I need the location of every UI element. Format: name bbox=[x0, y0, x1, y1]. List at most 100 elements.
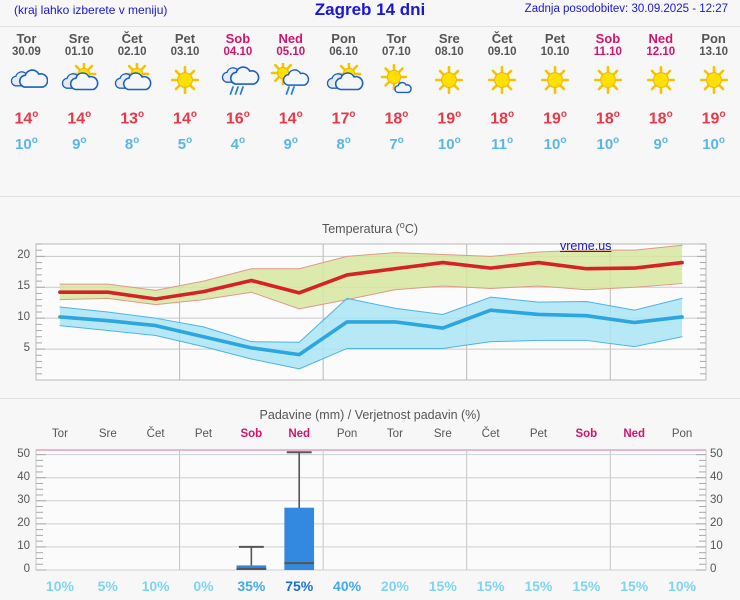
sunny-icon bbox=[639, 63, 683, 99]
precip-day-label-0: Tor bbox=[51, 428, 68, 440]
day-max-temp: 19o bbox=[437, 109, 462, 128]
day-max-temp: 18o bbox=[384, 109, 409, 128]
precip-probability-7: 20% bbox=[380, 578, 409, 594]
sun-smallcloud-icon bbox=[374, 63, 418, 99]
day-date: 05.10 bbox=[276, 46, 306, 58]
day-date: 12.10 bbox=[646, 46, 676, 58]
day-column-5[interactable]: Ned 05.10 14o 9o bbox=[264, 28, 317, 166]
day-max-temp: 13o bbox=[120, 109, 145, 128]
precip-day-label-13: Pon bbox=[671, 428, 693, 440]
day-name: Tor bbox=[386, 31, 407, 46]
precip-day-label-5: Ned bbox=[288, 428, 311, 440]
precip-day-label-4: Sob bbox=[240, 428, 263, 440]
day-column-9[interactable]: Čet 09.10 18o 11o bbox=[476, 28, 529, 166]
day-column-13[interactable]: Pon 13.10 19o 10o bbox=[687, 28, 740, 166]
day-date: 07.10 bbox=[382, 46, 411, 58]
day-column-8[interactable]: Sre 08.10 19o 10o bbox=[423, 28, 476, 166]
chart-divider bbox=[0, 398, 740, 399]
day-min-temp: 10o bbox=[437, 135, 461, 154]
day-column-3[interactable]: Pet 03.10 14o 5o bbox=[159, 28, 212, 166]
day-date: 08.10 bbox=[434, 46, 464, 58]
day-min-temp: 7o bbox=[389, 135, 404, 154]
precipitation-chart-title: Padavine (mm) / Verjetnost padavin (%) bbox=[259, 408, 481, 422]
precip-probability-9: 15% bbox=[476, 578, 505, 594]
precip-probability-5: 75% bbox=[285, 578, 314, 594]
day-max-temp: 18o bbox=[490, 109, 515, 128]
day-date: 04.10 bbox=[223, 46, 253, 58]
precip-axis-label-left: 10 bbox=[17, 539, 30, 552]
day-max-temp: 14o bbox=[67, 109, 92, 128]
day-column-4[interactable]: Sob 04.10 16o 4o bbox=[211, 28, 264, 166]
day-column-11[interactable]: Sob 11.10 18o 10o bbox=[581, 28, 634, 166]
day-date: 01.10 bbox=[64, 46, 94, 58]
day-column-1[interactable]: Sre 01.10 14o 9o bbox=[53, 28, 106, 166]
precip-day-label-12: Ned bbox=[623, 428, 646, 440]
day-name: Sre bbox=[68, 31, 90, 46]
day-min-temp: 10o bbox=[702, 135, 725, 154]
precip-probability-4: 35% bbox=[237, 578, 266, 594]
day-column-6[interactable]: Pon 06.10 17o 8o bbox=[317, 28, 370, 166]
day-min-temp: 9o bbox=[283, 135, 298, 154]
day-column-12[interactable]: Ned 12.10 18o 9o bbox=[634, 28, 687, 166]
sunny-icon bbox=[427, 63, 471, 99]
precip-day-label-9: Čet bbox=[481, 428, 500, 440]
day-date: 09.10 bbox=[487, 46, 517, 58]
precip-day-label-1: Sre bbox=[98, 428, 117, 440]
precip-axis-label-right: 40 bbox=[710, 470, 723, 483]
temp-axis-label: 20 bbox=[17, 249, 30, 262]
rain-icon bbox=[216, 63, 260, 99]
day-min-temp: 10o bbox=[596, 135, 620, 154]
day-column-7[interactable]: Tor 07.10 18o 7o bbox=[370, 28, 423, 166]
day-min-temp: 8o bbox=[124, 135, 140, 154]
day-date: 11.10 bbox=[593, 46, 622, 58]
sun-cloud-icon bbox=[322, 63, 366, 99]
day-column-0[interactable]: Tor 30.09 14o 10o bbox=[0, 28, 53, 166]
precip-axis-label-right: 50 bbox=[710, 447, 723, 460]
sun-rain-icon bbox=[269, 63, 313, 99]
page-header: (kraj lahko izberete v meniju) Zagreb 14… bbox=[0, 0, 740, 26]
precip-probability-12: 15% bbox=[620, 578, 649, 594]
precip-day-label-8: Sre bbox=[433, 428, 452, 440]
precip-axis-label-left: 30 bbox=[17, 493, 30, 506]
sunny-icon bbox=[480, 63, 524, 99]
sunny-icon bbox=[163, 63, 207, 99]
precip-probability-10: 15% bbox=[524, 578, 553, 594]
day-max-temp: 19o bbox=[701, 109, 726, 128]
cloudy-icon bbox=[4, 63, 49, 99]
day-max-temp: 14o bbox=[278, 109, 303, 128]
watermark-label: vreme.us bbox=[560, 239, 612, 253]
day-name: Tor bbox=[16, 31, 37, 46]
day-min-temp: 4o bbox=[230, 135, 246, 154]
precip-axis-label-right: 10 bbox=[710, 539, 723, 552]
sun-cloud-icon bbox=[57, 63, 101, 99]
day-min-temp: 5o bbox=[177, 135, 193, 154]
day-date: 02.10 bbox=[117, 46, 147, 58]
day-min-temp: 11o bbox=[491, 135, 514, 154]
precip-axis-label-right: 20 bbox=[710, 516, 723, 529]
precip-day-label-2: Čet bbox=[146, 428, 165, 440]
day-name: Čet bbox=[491, 31, 513, 46]
temp-axis-label: 10 bbox=[17, 311, 30, 324]
precip-axis-label-left: 20 bbox=[17, 516, 30, 529]
day-column-2[interactable]: Čet 02.10 13o 8o bbox=[106, 28, 159, 166]
precip-axis-label-right: 0 bbox=[710, 563, 717, 575]
strip-divider bbox=[0, 196, 740, 197]
precip-probability-6: 40% bbox=[333, 578, 362, 594]
precipitation-chart bbox=[35, 449, 707, 571]
precip-probability-8: 15% bbox=[428, 578, 457, 594]
day-name: Sre bbox=[438, 31, 460, 46]
day-name: Pet bbox=[174, 31, 196, 46]
day-column-10[interactable]: Pet 10.10 19o 10o bbox=[529, 28, 582, 166]
day-max-temp: 18o bbox=[595, 109, 620, 128]
precip-day-label-10: Pet bbox=[529, 428, 548, 440]
day-min-temp: 9o bbox=[72, 135, 87, 154]
day-max-temp: 18o bbox=[648, 109, 673, 128]
day-max-temp: 19o bbox=[543, 109, 567, 128]
daily-forecast-strip: Tor 30.09 14o 10o Sre 01.10 14o 9o Čet 02.10 13… bbox=[0, 28, 740, 166]
header-divider bbox=[0, 26, 740, 27]
day-date: 13.10 bbox=[699, 46, 728, 58]
precip-axis-label-right: 30 bbox=[710, 493, 723, 506]
day-date: 03.10 bbox=[170, 46, 200, 58]
day-date: 10.10 bbox=[540, 46, 570, 58]
